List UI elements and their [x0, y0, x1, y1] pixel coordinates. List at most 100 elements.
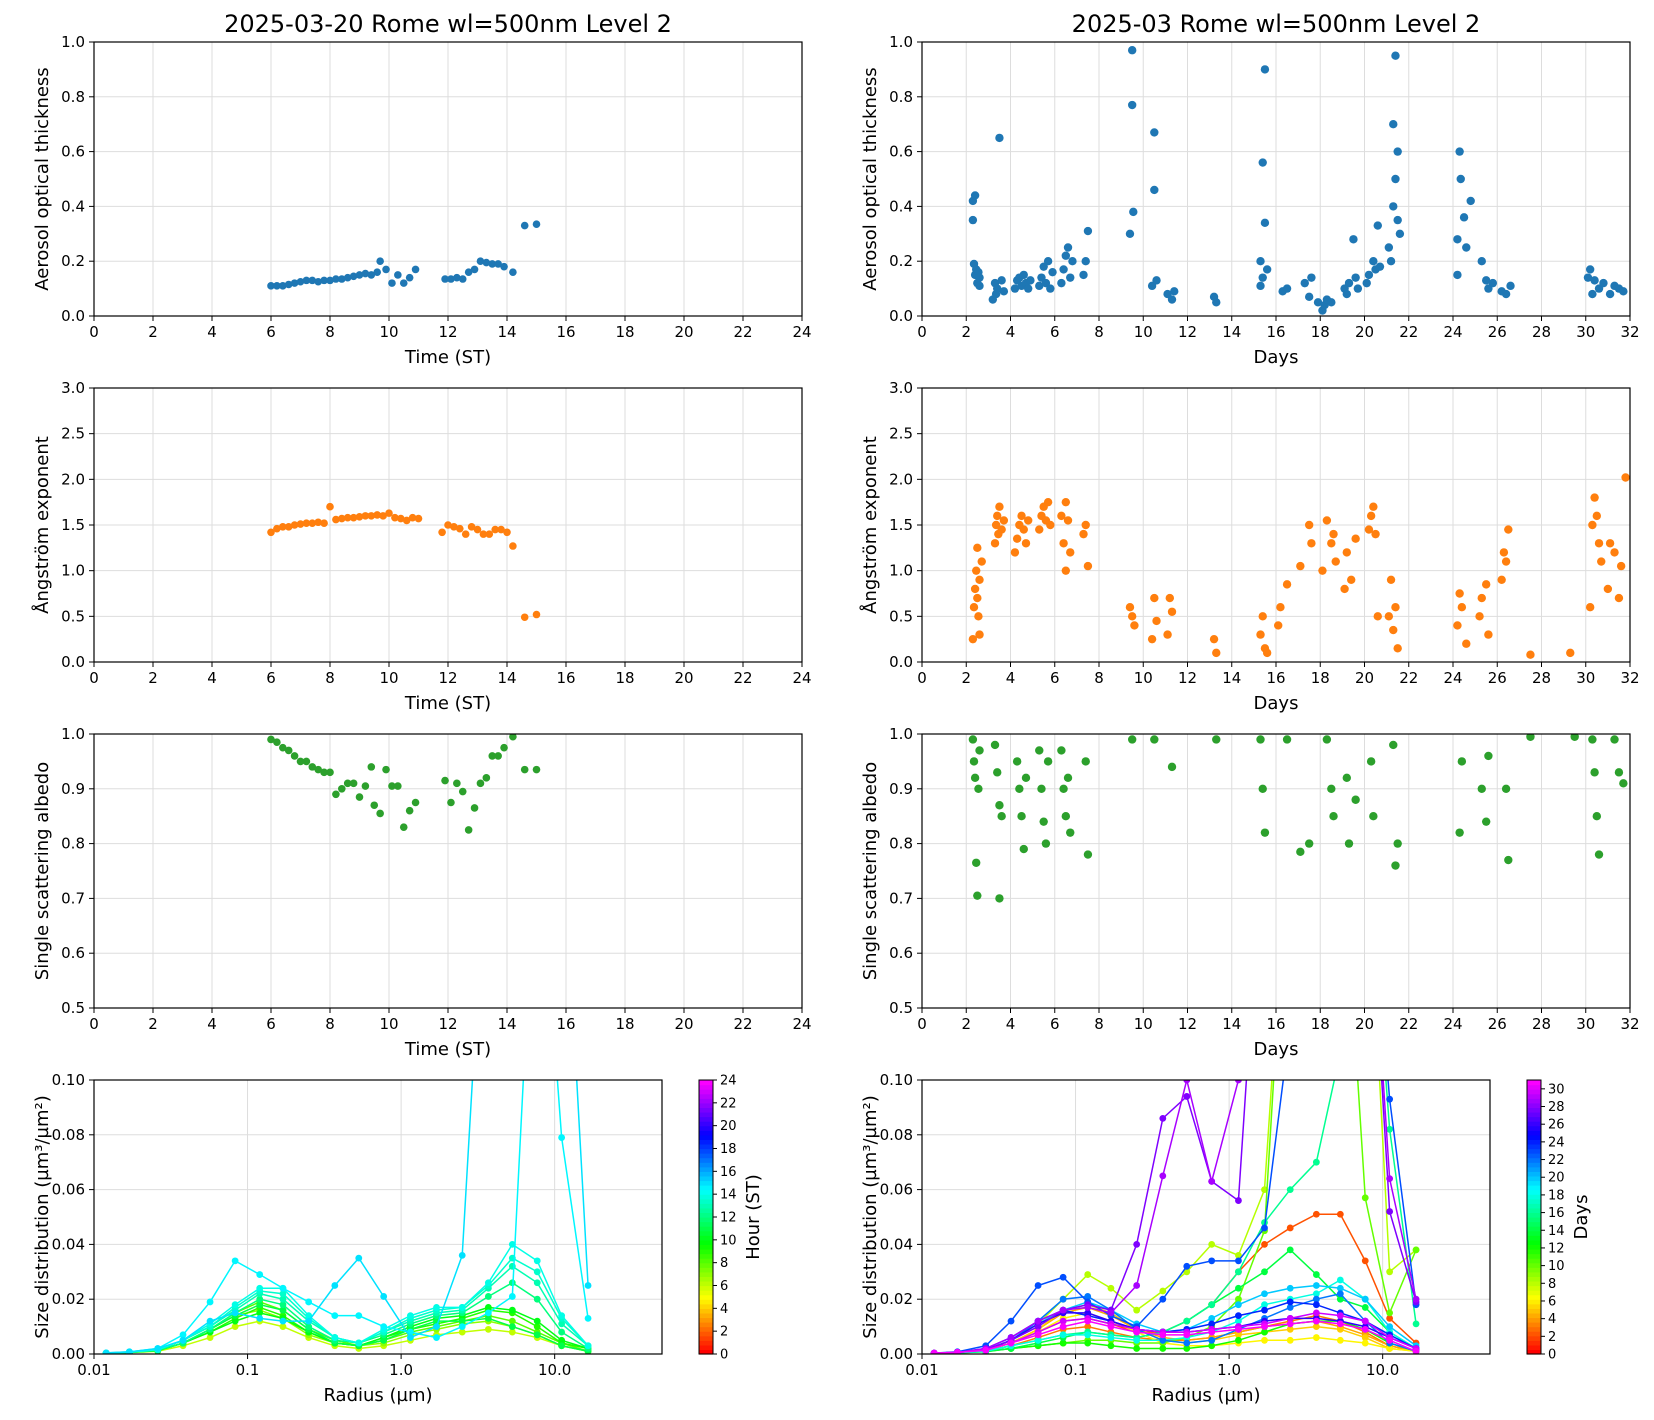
data-point — [1599, 278, 1608, 288]
series-point — [508, 1293, 516, 1300]
data-point — [267, 282, 275, 290]
series-point — [1133, 1306, 1141, 1314]
data-point — [476, 257, 485, 266]
colorbar-segment — [699, 1171, 713, 1177]
data-point — [1327, 298, 1336, 307]
colorbar-segment — [1527, 1335, 1541, 1341]
series-point — [1361, 1325, 1369, 1333]
colorbar-segment — [699, 1340, 713, 1346]
data-point — [1455, 828, 1464, 837]
colorbar-segment — [1527, 1290, 1541, 1296]
colorbar-segment — [1527, 1162, 1541, 1168]
series-point — [1208, 1301, 1216, 1309]
series-point — [533, 1323, 541, 1330]
series-point — [305, 1317, 313, 1325]
series-point — [380, 1293, 388, 1300]
data-point — [1167, 607, 1177, 616]
data-point — [1150, 735, 1159, 744]
y-tick-label: 0.06 — [880, 1181, 913, 1199]
series-point — [1133, 1328, 1141, 1336]
series-point — [1313, 803, 1320, 810]
series-line — [934, 1248, 1417, 1354]
data-point — [1307, 539, 1316, 548]
data-point — [485, 530, 494, 538]
colorbar-segment — [699, 1299, 713, 1305]
series-point — [1183, 1331, 1191, 1339]
colorbar-segment — [1527, 1139, 1541, 1145]
y-axis-label: Single scattering albedo — [32, 762, 53, 980]
x-tick-label: 0.01 — [77, 1361, 110, 1379]
colorbar-segment — [699, 1285, 713, 1291]
series-point — [1059, 1317, 1067, 1325]
y-tick-label: 0.00 — [52, 1345, 85, 1363]
series-point — [1235, 1268, 1242, 1276]
data-point — [1307, 273, 1316, 282]
colorbar-label: Hour (ST) — [743, 1174, 764, 1260]
colorbar-tick-label: 8 — [1548, 1277, 1556, 1292]
series-point — [1235, 1295, 1242, 1303]
x-tick-label: 20 — [1355, 1015, 1374, 1033]
series-point — [1386, 1175, 1394, 1183]
series-point — [1235, 1331, 1242, 1339]
data-point — [361, 269, 370, 278]
x-tick-label: 14 — [497, 1015, 516, 1033]
y-tick-label: 1.0 — [61, 725, 85, 743]
colorbar-segment — [1527, 1221, 1541, 1227]
data-point — [332, 790, 340, 799]
data-aot-month — [968, 46, 1628, 315]
x-tick-label: 10 — [1134, 669, 1153, 687]
data-point — [1037, 784, 1046, 793]
y-tick-label: 1.0 — [889, 562, 913, 580]
data-point — [1017, 511, 1026, 521]
data-point — [1481, 580, 1491, 589]
chart-title: 2025-03-20 Rome wl=500nm Level 2 — [224, 10, 672, 38]
data-point — [1260, 65, 1270, 74]
y-tick-label: 0.9 — [889, 780, 913, 798]
series-point — [1034, 1323, 1042, 1330]
data-point — [1260, 828, 1270, 837]
colorbar-segment — [1527, 1175, 1541, 1182]
data-point — [968, 735, 978, 744]
x-tick-label: 10.0 — [1366, 1361, 1399, 1379]
data-point — [456, 524, 464, 533]
series-point — [1287, 803, 1294, 810]
series-line — [106, 1320, 589, 1354]
colorbar-tick-label: 2 — [1548, 1330, 1556, 1345]
series-line — [934, 1303, 1417, 1354]
series-point — [558, 1320, 566, 1328]
colorbar-segment — [1527, 1198, 1541, 1204]
series-point — [485, 803, 492, 810]
data-point — [970, 191, 980, 200]
data-point — [1369, 502, 1378, 511]
data-point — [1061, 566, 1071, 575]
data-point — [296, 277, 305, 286]
series-point — [1361, 1334, 1369, 1341]
colorbar-segment — [1527, 1185, 1541, 1191]
series-point — [1034, 1282, 1042, 1289]
data-point — [1304, 292, 1314, 302]
data-ang-month — [968, 473, 1630, 659]
data-point — [488, 260, 497, 268]
series-point — [558, 1134, 566, 1141]
data-point — [969, 757, 979, 766]
series-point — [1412, 1246, 1420, 1254]
x-tick-label: 28 — [1532, 669, 1551, 687]
series-point — [533, 1331, 541, 1339]
series-point — [1361, 1339, 1369, 1347]
series-point — [125, 1348, 133, 1354]
series-point — [1208, 1328, 1216, 1336]
series-point — [1007, 1339, 1015, 1347]
data-point — [1504, 525, 1513, 534]
data-point — [1035, 525, 1044, 534]
y-tick-label: 2.0 — [889, 470, 913, 488]
series-point — [1261, 1241, 1268, 1248]
colorbar-segment — [699, 1235, 713, 1241]
data-point — [279, 282, 287, 290]
data-point — [991, 520, 1001, 530]
data-point — [279, 743, 287, 752]
series-point — [1312, 1290, 1320, 1298]
chart-aot-month: 0 2 4 6 8 10 12 14 16 18 20 22 24 26 28 30 320.00.20.40.… — [860, 10, 1640, 368]
series-point — [1159, 1331, 1167, 1339]
data-ssa-month — [968, 734, 1628, 903]
